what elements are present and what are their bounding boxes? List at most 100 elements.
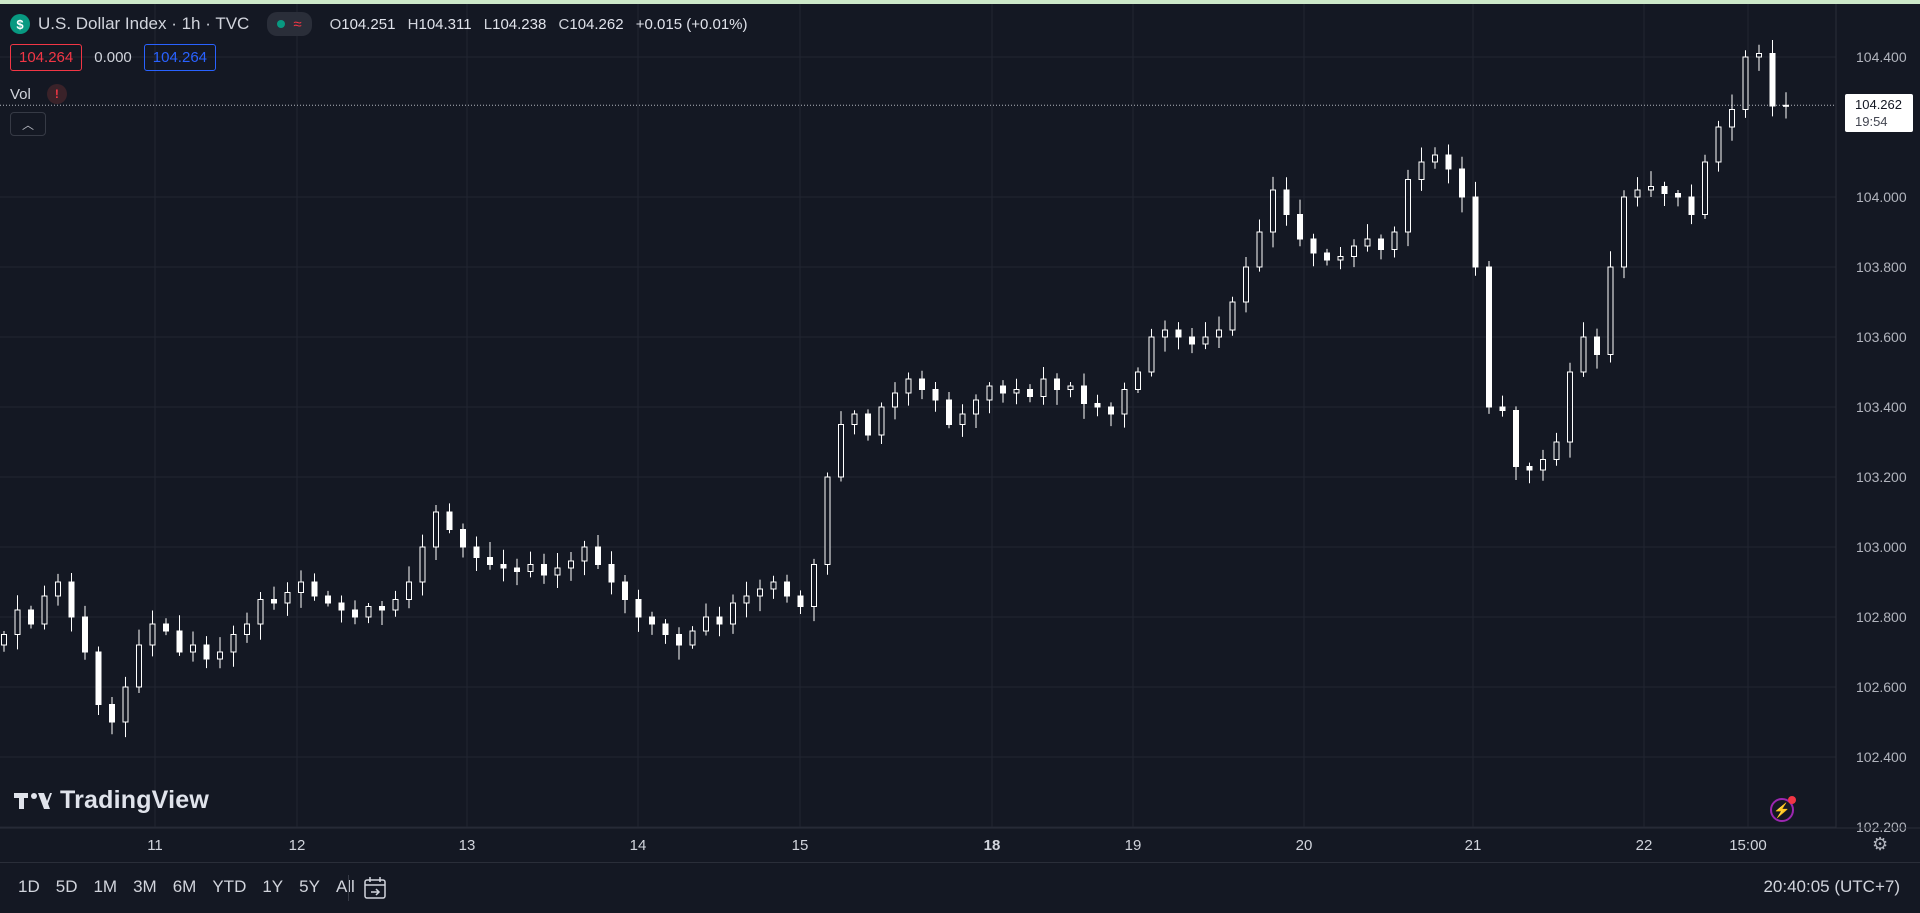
candle-body bbox=[487, 557, 493, 565]
candle-body bbox=[635, 599, 642, 618]
candle-body bbox=[1, 634, 7, 646]
tradingview-logo[interactable]: TradingView bbox=[14, 786, 209, 815]
candle-body bbox=[1513, 410, 1519, 467]
time-axis-label: 15:00 bbox=[1729, 837, 1767, 854]
open-label: O bbox=[329, 15, 342, 33]
candle-body bbox=[959, 413, 966, 425]
candle-body bbox=[1216, 329, 1222, 338]
range-ytd[interactable]: YTD bbox=[212, 877, 247, 896]
range-1d[interactable]: 1D bbox=[18, 877, 40, 896]
buy-price-button[interactable]: 104.264 bbox=[143, 44, 217, 71]
candle-body bbox=[1229, 301, 1236, 331]
candle-body bbox=[784, 581, 790, 597]
candle-body bbox=[1405, 179, 1411, 233]
candle-body bbox=[14, 609, 21, 635]
range-5d[interactable]: 5D bbox=[55, 877, 78, 896]
candle-body bbox=[379, 606, 385, 611]
candle-body bbox=[1459, 168, 1465, 198]
candle-body bbox=[271, 599, 277, 604]
candle-body bbox=[95, 651, 102, 705]
candle-body bbox=[1715, 126, 1722, 163]
bottom-toolbar: 1D 5D 1M 3M 6M YTD 1Y 5Y All 20:40:05 (U… bbox=[0, 862, 1920, 913]
dollar-icon: $ bbox=[10, 14, 30, 34]
candle-body bbox=[797, 595, 804, 607]
candle-body bbox=[460, 529, 466, 548]
range-3m[interactable]: 3M bbox=[133, 877, 157, 896]
candle-body bbox=[311, 581, 318, 597]
range-1y[interactable]: 1Y bbox=[262, 877, 284, 896]
last-price-value: 104.262 bbox=[1855, 97, 1902, 112]
candle-body bbox=[1580, 336, 1587, 373]
candle-body bbox=[230, 634, 237, 653]
candle-body bbox=[554, 567, 561, 576]
candle-body bbox=[716, 616, 723, 625]
warning-icon[interactable]: ! bbox=[46, 84, 67, 104]
candle-body bbox=[28, 609, 34, 625]
candle-body bbox=[1418, 161, 1425, 180]
candle-body bbox=[298, 581, 304, 593]
candle-body bbox=[446, 511, 453, 530]
candle-body bbox=[1027, 389, 1033, 397]
price-axis-label: 103.200 bbox=[1856, 469, 1907, 485]
candle-body bbox=[932, 389, 939, 401]
candle-body bbox=[1567, 371, 1573, 443]
candle-body bbox=[1526, 466, 1533, 471]
clock-timezone[interactable]: 20:40:05 (UTC+7) bbox=[1763, 877, 1900, 896]
candle-body bbox=[851, 413, 858, 425]
bar-countdown: 19:54 bbox=[1855, 114, 1888, 129]
candle-body bbox=[1472, 196, 1479, 268]
chart-legend: $ U.S. Dollar Index · 1h · TVC ≈ O104.25… bbox=[10, 12, 748, 36]
candle-body bbox=[1162, 329, 1168, 338]
candle-body bbox=[838, 424, 844, 478]
candle-body bbox=[1270, 189, 1276, 233]
range-6m[interactable]: 6M bbox=[172, 877, 197, 896]
candle-body bbox=[284, 592, 291, 604]
range-5y[interactable]: 5Y bbox=[299, 877, 320, 896]
axis-settings-icon[interactable]: ⚙ bbox=[1872, 834, 1889, 854]
collapse-legend-button[interactable]: ︿ bbox=[10, 112, 46, 136]
range-1m[interactable]: 1M bbox=[93, 877, 118, 896]
candle-body bbox=[1256, 231, 1263, 268]
price-axis-label: 102.800 bbox=[1856, 609, 1907, 625]
candle-body bbox=[1148, 336, 1155, 373]
volume-indicator[interactable]: Vol ! bbox=[10, 84, 67, 104]
low-value: 104.238 bbox=[492, 15, 547, 33]
candle-body bbox=[1283, 189, 1290, 215]
candle-body bbox=[1391, 231, 1398, 250]
candle-body bbox=[365, 606, 372, 618]
candle-body bbox=[743, 595, 750, 604]
candle-body bbox=[1081, 385, 1087, 404]
candle-body bbox=[68, 581, 75, 618]
candle-body bbox=[1351, 245, 1357, 257]
candle-body bbox=[527, 564, 534, 572]
price-chart[interactable]: 104.400 104.000 103.800 103.600 103.400 103.2… bbox=[0, 4, 1920, 862]
candle-body bbox=[1189, 336, 1195, 345]
candle-body bbox=[973, 399, 979, 415]
candle-body bbox=[1621, 196, 1627, 268]
candle-body bbox=[433, 511, 439, 548]
candle-body bbox=[946, 399, 952, 425]
candle-body bbox=[217, 651, 223, 660]
candle-body bbox=[1688, 196, 1695, 215]
change-value: +0.015 (+0.01%) bbox=[635, 15, 748, 33]
candle-body bbox=[892, 392, 898, 408]
candle-body bbox=[622, 581, 628, 600]
low-label: L bbox=[483, 15, 493, 33]
candle-body bbox=[244, 623, 250, 635]
market-status-pill[interactable]: ≈ bbox=[267, 12, 312, 36]
last-price-tag: 104.262 19:54 bbox=[1845, 94, 1913, 132]
price-axis-label: 103.400 bbox=[1856, 399, 1907, 415]
range-all[interactable]: All bbox=[335, 877, 355, 896]
sell-price-button[interactable]: 104.264 bbox=[10, 44, 83, 71]
candle-body bbox=[257, 599, 264, 625]
candle-body bbox=[865, 413, 871, 436]
candle-body bbox=[190, 644, 196, 653]
candle-body bbox=[514, 567, 520, 572]
candle-body bbox=[55, 581, 61, 597]
candle-body bbox=[325, 595, 331, 604]
flash-alert-icon[interactable]: ⚡ bbox=[1770, 796, 1796, 822]
symbol-title[interactable]: U.S. Dollar Index · 1h · TVC bbox=[38, 14, 250, 33]
candle-body bbox=[1729, 109, 1735, 128]
go-to-date-icon[interactable] bbox=[362, 875, 388, 906]
quote-panel: 104.264 0.000 104.264 bbox=[10, 44, 217, 71]
